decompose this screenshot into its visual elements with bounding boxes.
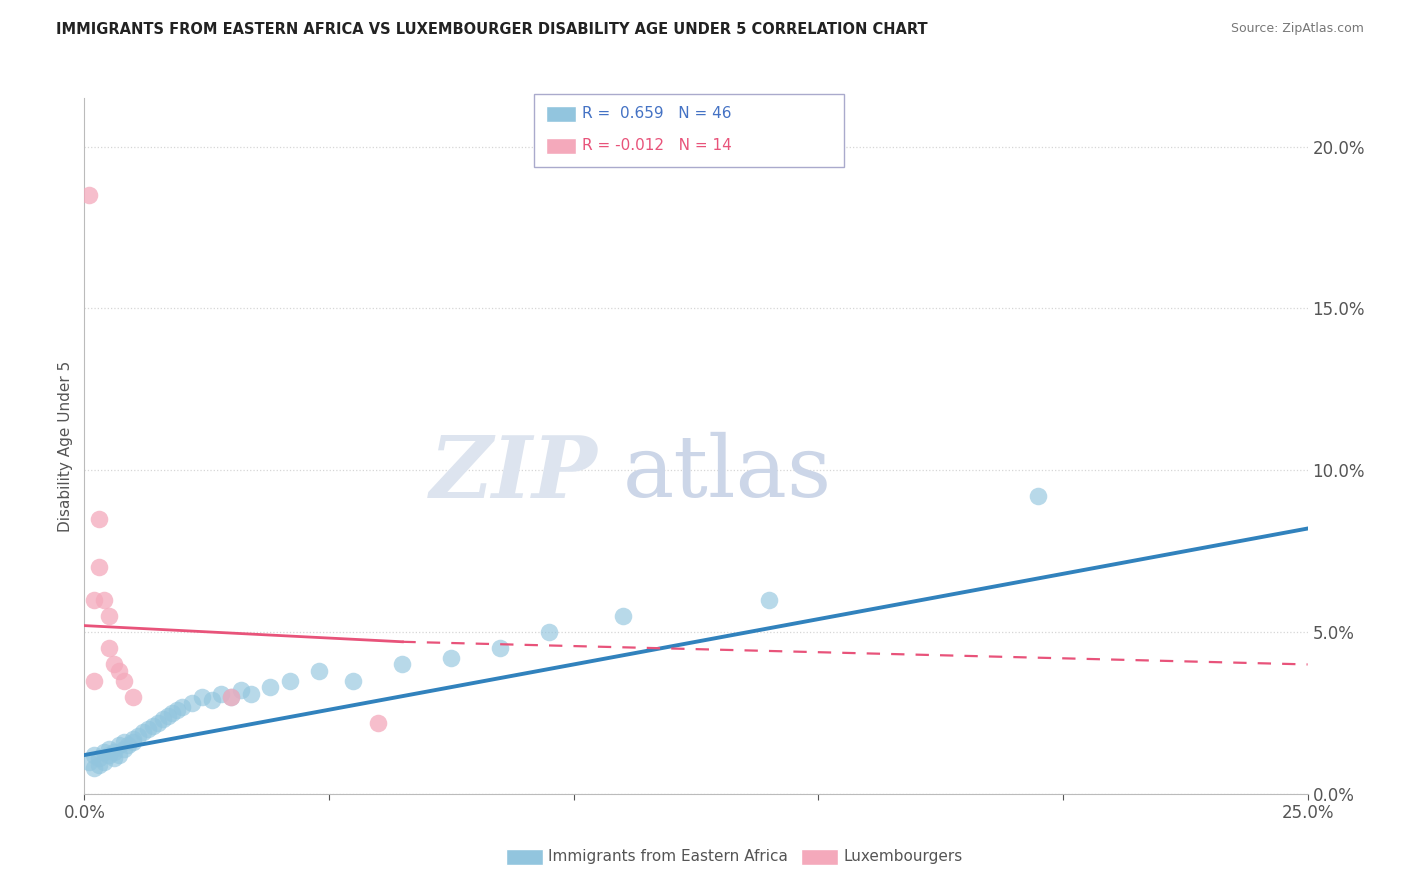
Point — [112, 673, 135, 688]
Point — [162, 706, 184, 720]
Point — [97, 641, 120, 656]
Point — [87, 512, 110, 526]
Point — [152, 713, 174, 727]
Point — [489, 641, 512, 656]
Point — [87, 751, 110, 765]
Point — [112, 741, 135, 756]
Point — [172, 699, 194, 714]
Point — [200, 693, 222, 707]
Point — [107, 739, 129, 753]
Point — [278, 673, 301, 688]
Point — [103, 751, 125, 765]
Point — [83, 673, 105, 688]
Point — [146, 715, 169, 730]
Point — [97, 747, 120, 762]
Point — [83, 747, 105, 762]
Point — [122, 735, 145, 749]
Point — [83, 592, 105, 607]
Point — [229, 683, 252, 698]
Y-axis label: Disability Age Under 5: Disability Age Under 5 — [58, 360, 73, 532]
Text: IMMIGRANTS FROM EASTERN AFRICA VS LUXEMBOURGER DISABILITY AGE UNDER 5 CORRELATIO: IMMIGRANTS FROM EASTERN AFRICA VS LUXEMB… — [56, 22, 928, 37]
Point — [77, 755, 100, 769]
Point — [132, 725, 155, 739]
Point — [308, 664, 330, 678]
Point — [103, 657, 125, 672]
Point — [117, 739, 139, 753]
Point — [97, 608, 120, 623]
Point — [239, 687, 262, 701]
Point — [612, 608, 634, 623]
Point — [87, 757, 110, 772]
Point — [122, 731, 145, 746]
Point — [103, 745, 125, 759]
Point — [166, 703, 188, 717]
Point — [758, 592, 780, 607]
Point — [367, 715, 389, 730]
Text: R = -0.012   N = 14: R = -0.012 N = 14 — [582, 138, 733, 153]
Point — [209, 687, 232, 701]
Point — [93, 592, 115, 607]
Text: Luxembourgers: Luxembourgers — [844, 849, 963, 863]
Point — [136, 722, 159, 736]
Text: atlas: atlas — [623, 433, 832, 516]
Text: Immigrants from Eastern Africa: Immigrants from Eastern Africa — [548, 849, 789, 863]
Point — [97, 741, 120, 756]
Point — [342, 673, 364, 688]
Text: R =  0.659   N = 46: R = 0.659 N = 46 — [582, 106, 731, 120]
Point — [127, 729, 149, 743]
Point — [191, 690, 214, 704]
Text: Source: ZipAtlas.com: Source: ZipAtlas.com — [1230, 22, 1364, 36]
Point — [219, 690, 242, 704]
Text: ZIP: ZIP — [430, 432, 598, 516]
Point — [259, 680, 281, 694]
Point — [107, 747, 129, 762]
Point — [142, 719, 165, 733]
Point — [112, 735, 135, 749]
Point — [93, 745, 115, 759]
Point — [122, 690, 145, 704]
Point — [156, 709, 179, 723]
Point — [219, 690, 242, 704]
Point — [1028, 489, 1050, 503]
Point — [83, 761, 105, 775]
Point — [440, 651, 463, 665]
Point — [87, 560, 110, 574]
Point — [107, 664, 129, 678]
Point — [77, 188, 100, 202]
Point — [538, 625, 561, 640]
Point — [391, 657, 413, 672]
Point — [93, 755, 115, 769]
Point — [181, 696, 204, 710]
